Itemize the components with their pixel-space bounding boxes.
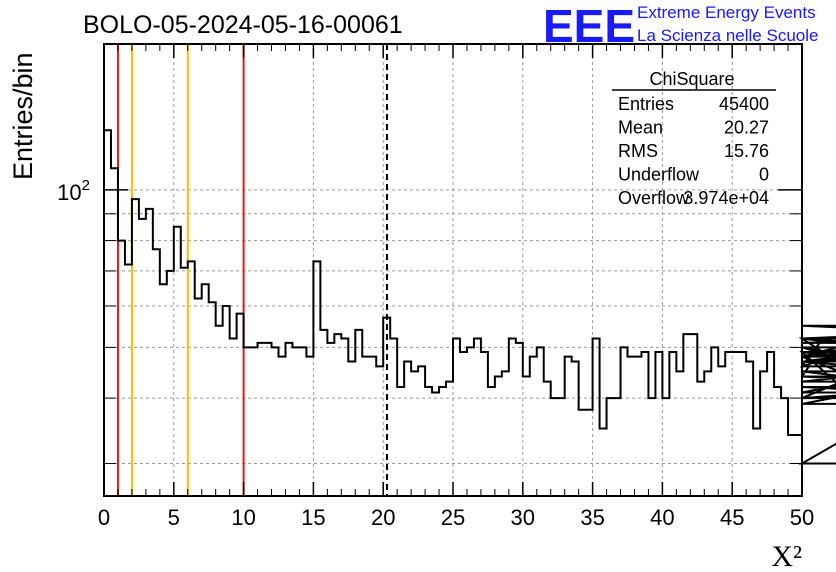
stats-box-title: ChiSquare [649,69,734,89]
grid-lines [104,44,802,496]
cut-marker-lines [116,44,388,496]
y-axis-label: Entries/bin [8,52,38,180]
x-tick-label: 25 [441,505,465,530]
stats-label-underflow: Underflow [618,165,700,185]
stats-label-overflow: Overflow [618,188,690,208]
stats-value-underflow: 0 [759,165,769,185]
stats-label-rms: RMS [618,141,658,161]
stats-value-entries: 45400 [719,94,769,114]
y-tick-label-100: 102 [57,177,90,205]
histogram-series [104,129,836,465]
x-tick-label: 35 [580,505,604,530]
stats-label-mean: Mean [618,118,663,138]
x-tick-label: 5 [168,505,180,530]
x-tick-label: 40 [650,505,674,530]
x-axis-label: X² [771,540,802,572]
stats-value-mean: 20.27 [724,118,769,138]
stats-box: ChiSquare Entries 45400 Mean 20.27 RMS 15.76 U… [612,69,776,208]
x-tick-label: 30 [511,505,535,530]
chart-title: BOLO-05-2024-05-16-00061 [83,11,403,39]
stats-value-rms: 15.76 [724,141,769,161]
eee-logo-line1: Extreme Energy Events [637,3,816,22]
x-tick-label: 0 [98,505,110,530]
eee-logo-line2: La Scienza nelle Scuole [637,26,818,45]
stats-box-rows: Entries 45400 Mean 20.27 RMS 15.76 Underflow 0 O… [618,94,769,208]
x-tick-label: 15 [301,505,325,530]
eee-logo: EEE Extreme Energy Events La Scienza nel… [543,0,818,52]
plot-frame [103,43,803,497]
x-tick-label: 10 [231,505,255,530]
x-tick-label: 20 [371,505,395,530]
x-tick-labels: 0 5 10 15 20 25 30 35 40 45 50 [98,505,814,530]
stats-value-overflow: 3.974e+04 [683,188,769,208]
x-tick-label: 45 [720,505,744,530]
stats-label-entries: Entries [618,94,674,114]
x-tick-label: 50 [790,505,814,530]
